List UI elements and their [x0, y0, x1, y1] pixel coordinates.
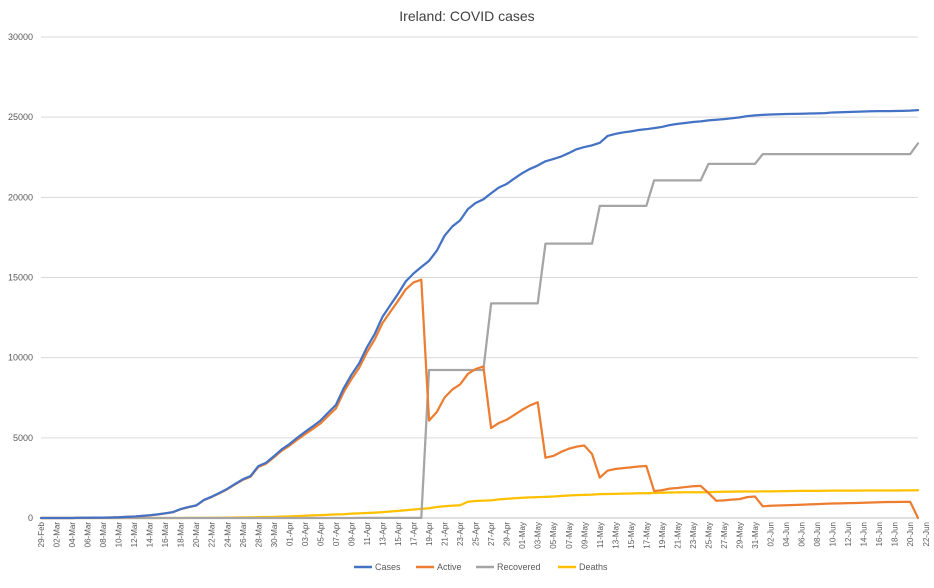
x-tick-label: 17-May	[642, 522, 651, 549]
chart-title: Ireland: COVID cases	[399, 8, 534, 24]
x-tick-label: 11-Apr	[363, 522, 372, 546]
y-axis: 0 5000 10000 15000 20000 25000 30000	[8, 32, 33, 523]
x-tick-label: 07-Apr	[332, 522, 341, 546]
x-tick-label: 14-Mar	[146, 522, 155, 548]
legend-label-recovered: Recovered	[497, 562, 541, 572]
x-tick-label: 16-Jun	[875, 522, 884, 546]
x-axis: 29-Feb 02-Mar 04-Mar 06-Mar 08-Mar 10-Mar 12-M…	[37, 517, 931, 549]
x-tick-label: 19-Apr	[425, 522, 434, 546]
x-tick-label: 08-Mar	[99, 522, 108, 548]
gridlines	[41, 36, 918, 519]
x-tick-label: 13-Apr	[378, 522, 387, 546]
x-tick-label: 12-Mar	[130, 522, 139, 548]
x-tick-label: 19-May	[658, 522, 667, 549]
x-tick-label: 09-Apr	[347, 522, 356, 546]
x-tick-label: 08-Jun	[813, 522, 822, 546]
series-line-recovered	[39, 142, 920, 520]
x-tick-label: 01-Apr	[285, 522, 294, 546]
y-tick-label: 15000	[8, 273, 33, 283]
x-tick-label: 25-Apr	[472, 522, 481, 546]
series-line-cases	[39, 109, 920, 520]
legend-label-deaths: Deaths	[579, 562, 608, 572]
legend-label-cases: Cases	[375, 562, 401, 572]
series-lines	[39, 109, 920, 520]
x-tick-label: 04-Mar	[68, 522, 77, 548]
x-tick-label: 20-Jun	[906, 522, 915, 546]
y-tick-label: 10000	[8, 353, 33, 363]
x-tick-label: 20-Mar	[192, 522, 201, 548]
x-tick-label: 26-Mar	[239, 522, 248, 548]
x-tick-label: 29-May	[735, 522, 744, 549]
x-tick-label: 03-May	[534, 522, 543, 549]
x-tick-label: 05-May	[549, 522, 558, 549]
y-tick-label: 5000	[13, 433, 33, 443]
y-tick-label: 20000	[8, 192, 33, 202]
x-tick-label: 18-Mar	[177, 522, 186, 548]
y-tick-label: 30000	[8, 32, 33, 42]
x-tick-label: 17-Apr	[410, 522, 419, 546]
series-line-deaths	[39, 489, 920, 520]
x-tick-label: 29-Apr	[503, 522, 512, 546]
x-tick-label: 21-Apr	[441, 522, 450, 546]
x-tick-label: 12-Jun	[844, 522, 853, 546]
x-tick-label: 10-Mar	[115, 522, 124, 548]
x-tick-label: 31-May	[751, 522, 760, 549]
series-line-active	[39, 278, 920, 520]
legend: Cases Active Recovered Deaths	[354, 562, 608, 572]
x-tick-label: 07-May	[565, 522, 574, 549]
x-tick-label: 23-May	[689, 522, 698, 549]
y-tick-label: 0	[28, 513, 33, 523]
x-tick-label: 15-May	[627, 522, 636, 549]
x-tick-label: 09-May	[580, 522, 589, 549]
x-tick-label: 18-Jun	[891, 522, 900, 546]
x-tick-label: 14-Jun	[860, 522, 869, 546]
x-tick-label: 28-Mar	[254, 522, 263, 548]
x-tick-label: 25-May	[704, 522, 713, 549]
legend-label-active: Active	[437, 562, 462, 572]
x-tick-label: 03-Apr	[301, 522, 310, 546]
x-tick-label: 22-Mar	[208, 522, 217, 548]
x-tick-label: 30-Mar	[270, 522, 279, 548]
x-tick-label: 27-May	[720, 522, 729, 549]
y-tick-label: 25000	[8, 112, 33, 122]
x-tick-label: 02-Jun	[767, 522, 776, 546]
x-tick-label: 16-Mar	[161, 522, 170, 548]
x-tick-label: 15-Apr	[394, 522, 403, 546]
x-tick-label: 01-May	[518, 522, 527, 549]
x-tick-label: 06-Mar	[84, 522, 93, 548]
x-tick-label: 24-Mar	[223, 522, 232, 548]
x-tick-label: 04-Jun	[782, 522, 791, 546]
x-tick-label: 02-Mar	[53, 522, 62, 548]
x-tick-label: 21-May	[673, 522, 682, 549]
x-tick-label: 29-Feb	[37, 521, 46, 547]
x-tick-label: 23-Apr	[456, 522, 465, 546]
x-tick-label: 27-Apr	[487, 522, 496, 546]
x-tick-label: 22-Jun	[922, 522, 931, 546]
x-tick-label: 06-Jun	[798, 522, 807, 546]
x-tick-label: 11-May	[596, 522, 605, 548]
x-tick-label: 05-Apr	[316, 522, 325, 546]
x-tick-label: 13-May	[611, 522, 620, 549]
x-tick-label: 10-Jun	[829, 522, 838, 546]
